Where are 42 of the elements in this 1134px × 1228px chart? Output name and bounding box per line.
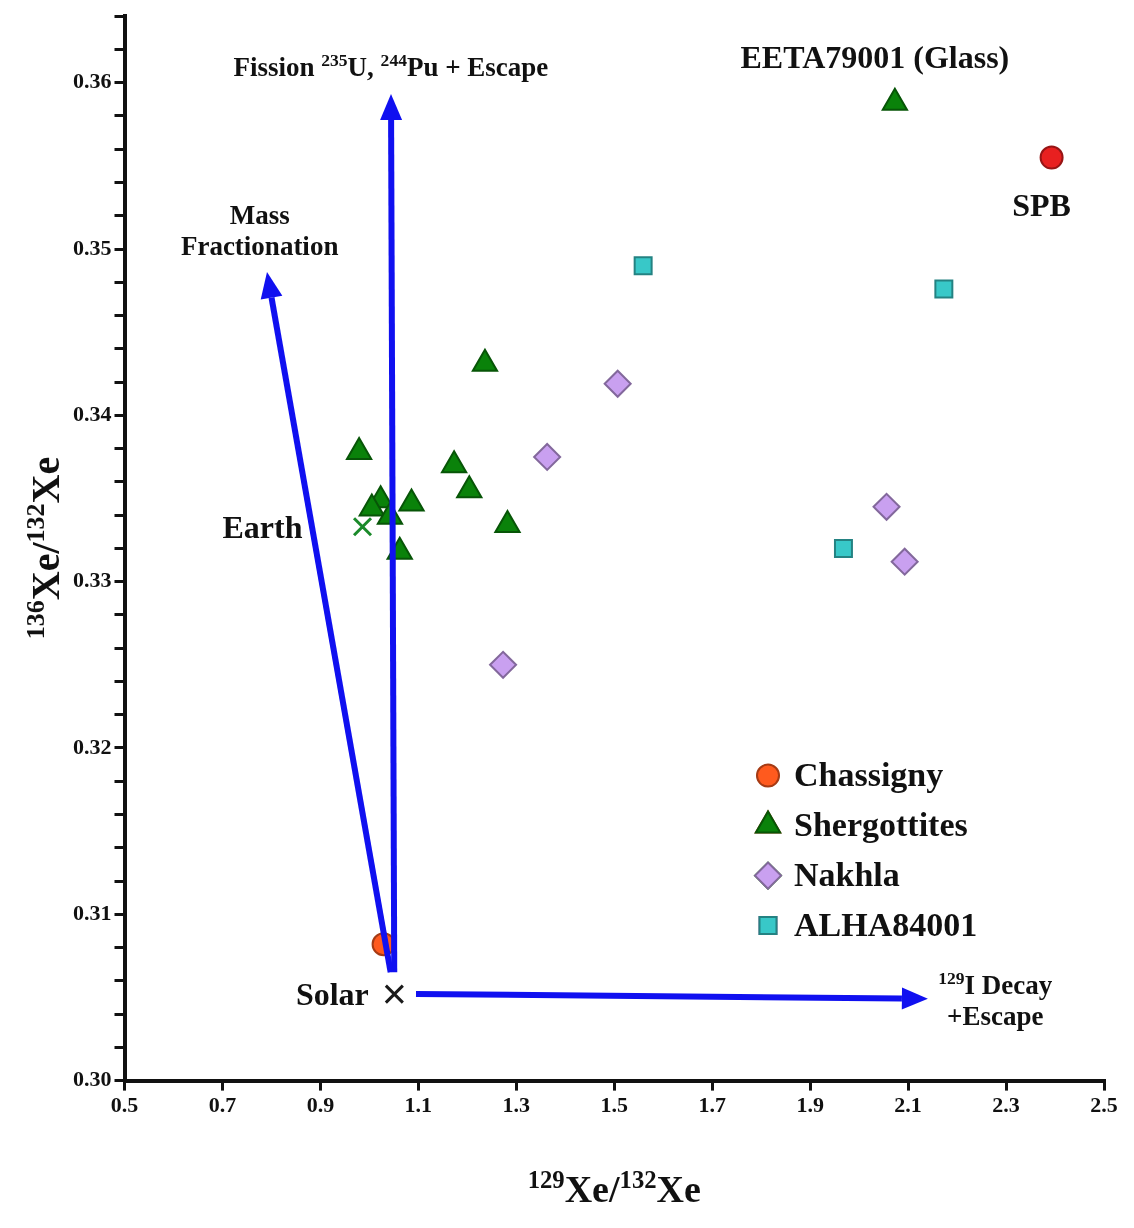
- y-tick-label: 0.31: [73, 899, 112, 925]
- x-tick-label: 1.7: [698, 1092, 726, 1118]
- annotation: Fission $^{235}$U, $^{244}$Pu + Escape: [233, 50, 549, 84]
- point: [890, 547, 919, 576]
- annotation: EETA79001 (Glass): [740, 38, 1010, 76]
- x-tick-label: 1.5: [600, 1092, 628, 1118]
- annotation: $^{129}$I Decay +Escape: [938, 967, 1053, 1032]
- point: [833, 538, 853, 558]
- point: [358, 493, 385, 517]
- x-tick-label: 0.9: [306, 1092, 335, 1118]
- x-tick-label: 1.9: [796, 1092, 824, 1118]
- annotation: SPB: [1012, 186, 1071, 223]
- point: [881, 87, 908, 111]
- x-tick-label: 0.5: [110, 1092, 139, 1118]
- annotation: Mass Fractionation: [180, 200, 339, 263]
- legend-label: Chassigny: [794, 756, 944, 794]
- point: [398, 488, 425, 512]
- y-tick-label: 0.30: [73, 1066, 112, 1092]
- y-tick-label: 0.33: [73, 567, 112, 593]
- x-tick-label: 2.1: [894, 1092, 922, 1118]
- point: [440, 450, 468, 474]
- point: [471, 348, 499, 372]
- y-tick-label: 0.34: [73, 401, 112, 427]
- point: [456, 475, 483, 499]
- point: [345, 436, 373, 460]
- x-tick-label: 2.3: [992, 1092, 1020, 1118]
- x-axis-title: $^{129}$Xe/$^{132}$Xe: [527, 1165, 701, 1212]
- legend-label: Shergottites: [794, 806, 968, 844]
- point: [489, 650, 518, 679]
- legend-label: Nakhla: [794, 856, 900, 894]
- x-tick-label: 2.5: [1090, 1092, 1118, 1118]
- y-tick-label: 0.36: [73, 68, 112, 94]
- x-tick-label: 1.1: [404, 1092, 433, 1118]
- x-tick-label: 0.7: [208, 1092, 237, 1118]
- point: [384, 984, 405, 1005]
- y-tick-label: 0.32: [73, 733, 112, 759]
- annotation: Earth: [222, 508, 303, 546]
- x-tick-label: 1.3: [502, 1092, 531, 1118]
- legend-label: ALHA84001: [794, 906, 978, 944]
- annotation: Solar: [295, 975, 369, 1013]
- point: [494, 510, 521, 534]
- y-tick-label: 0.35: [73, 234, 112, 260]
